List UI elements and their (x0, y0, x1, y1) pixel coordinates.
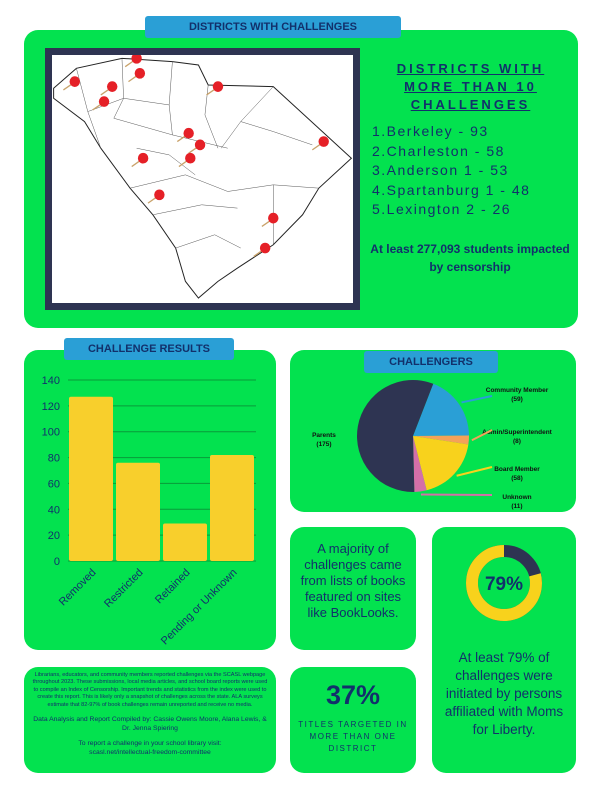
footer-card (24, 667, 276, 773)
pin-needle (92, 103, 102, 111)
bar (210, 454, 254, 561)
pie-value: (175) (316, 441, 331, 448)
booklooks-card (290, 527, 416, 650)
pie-value: (59) (511, 396, 523, 403)
results-banner: CHALLENGE RESULTS (64, 338, 234, 360)
pie-label: Parents (312, 432, 336, 439)
pie-slice (413, 383, 469, 436)
pie-slice (357, 380, 434, 492)
y-tick-label: 20 (48, 530, 60, 542)
pie-label: Board Member (494, 466, 540, 473)
pin-needle (311, 143, 321, 151)
pie-label: Admin/Superintendent (482, 429, 553, 436)
y-tick-label: 60 (48, 478, 60, 490)
map-pin-icon (98, 96, 110, 107)
moms-text: At least 79% of challenges were initiate… (444, 650, 564, 737)
pie-leader-line (420, 493, 493, 496)
titles-card (290, 667, 416, 773)
donut-label: 79% (485, 574, 523, 595)
state-outline (53, 57, 353, 299)
pin-needle (176, 135, 186, 143)
bar (116, 462, 160, 561)
bar (163, 523, 207, 561)
pie-slice (413, 436, 469, 491)
y-tick-label: 140 (42, 375, 60, 387)
map-pin-icon (259, 242, 271, 254)
districts-heading: DISTRICTS WITH MORE THAN 10 CHALLENGES (396, 61, 545, 112)
x-tick-label: Restricted (102, 567, 146, 611)
moms-card (432, 527, 576, 773)
map-pin-icon (318, 136, 329, 147)
pie-leader-line (471, 429, 493, 442)
pie-leader-line (456, 466, 493, 477)
y-tick-label: 0 (54, 556, 60, 568)
pin-needle (147, 196, 157, 204)
map-pin-icon (137, 152, 149, 164)
students-impacted: At least 277,093 students impacted by ce… (370, 242, 570, 274)
pie-chart: Community Member (59) Admin/Superintendent… (312, 380, 553, 510)
y-tick-label: 80 (48, 453, 60, 465)
map-pin-icon (212, 81, 224, 92)
x-tick-label: Retained (153, 567, 193, 607)
map-pin-icon (268, 212, 279, 224)
pin-needle (178, 160, 188, 168)
map-pin-icon (131, 53, 142, 64)
challengers-banner: CHALLENGERS (364, 351, 498, 373)
district-item: 1.Berkeley - 93 (372, 123, 489, 139)
titles-caption: TITLES TARGETED IN MORE THAN ONE DISTRIC… (298, 720, 408, 753)
map-pin-icon (154, 189, 165, 201)
bar (69, 396, 113, 561)
district-item: 3.Anderson 1 - 53 (372, 162, 509, 178)
district-item: 2.Charleston - 58 (372, 142, 505, 159)
pins (63, 53, 329, 257)
y-tick-label: 100 (42, 427, 60, 439)
map-pin-icon (194, 139, 206, 151)
footer-link[interactable]: scasl.net/intellectual-freedom-committee (89, 749, 211, 757)
map-pin-icon (183, 127, 194, 139)
booklooks-text: A majority of challenges came from lists… (300, 541, 406, 620)
pin-needle (100, 88, 110, 96)
district-list: 1.Berkeley - 93 2.Charleston - 58 3.Ande… (372, 122, 530, 220)
pin-needle (261, 220, 271, 227)
pin-needle (253, 250, 263, 257)
map-pin-icon (134, 67, 146, 79)
y-tick-label: 40 (48, 504, 60, 516)
x-tick-label: Removed (57, 567, 99, 609)
footer-text: Librarians, educators, and community mem… (32, 672, 268, 757)
pie-label: Unknown (502, 494, 531, 501)
footer-method: Librarians, educators, and community mem… (32, 672, 268, 708)
pin-needle (206, 88, 216, 96)
map-pin-icon (106, 81, 118, 92)
titles-percent: 37% (325, 680, 381, 710)
districts-banner: DISTRICTS WITH CHALLENGES (145, 16, 401, 38)
pie-value: (8) (513, 438, 521, 445)
donut-fill (466, 545, 542, 621)
pie-value: (11) (511, 503, 522, 510)
map-pin-icon (69, 76, 80, 87)
donut-chart: 79% (466, 545, 542, 621)
footer-report: To report a challenge in your school lib… (78, 740, 222, 748)
pin-needle (128, 75, 137, 83)
district-item: 4.Spartanburg 1 - 48 (372, 181, 531, 198)
pie-leader-line (461, 395, 493, 404)
pin-needle (188, 146, 198, 154)
pin-needle (124, 60, 134, 68)
map-pin-icon (185, 152, 196, 164)
pie-slice (413, 436, 427, 492)
pie-value: (58) (511, 475, 523, 482)
pie-slice (413, 435, 469, 445)
pin-needle (63, 83, 72, 91)
pin-needle (131, 160, 141, 168)
pie-label: Community Member (486, 387, 549, 394)
sc-map (45, 48, 360, 310)
bar-chart: 0 20 40 60 80 100 120 140 Removed Restricted Retai… (42, 375, 256, 647)
district-item: 5.Lexington 2 - 26 (372, 201, 512, 217)
footer-credits: Data Analysis and Report Compiled by: Ca… (33, 716, 267, 733)
y-tick-label: 120 (42, 401, 60, 413)
